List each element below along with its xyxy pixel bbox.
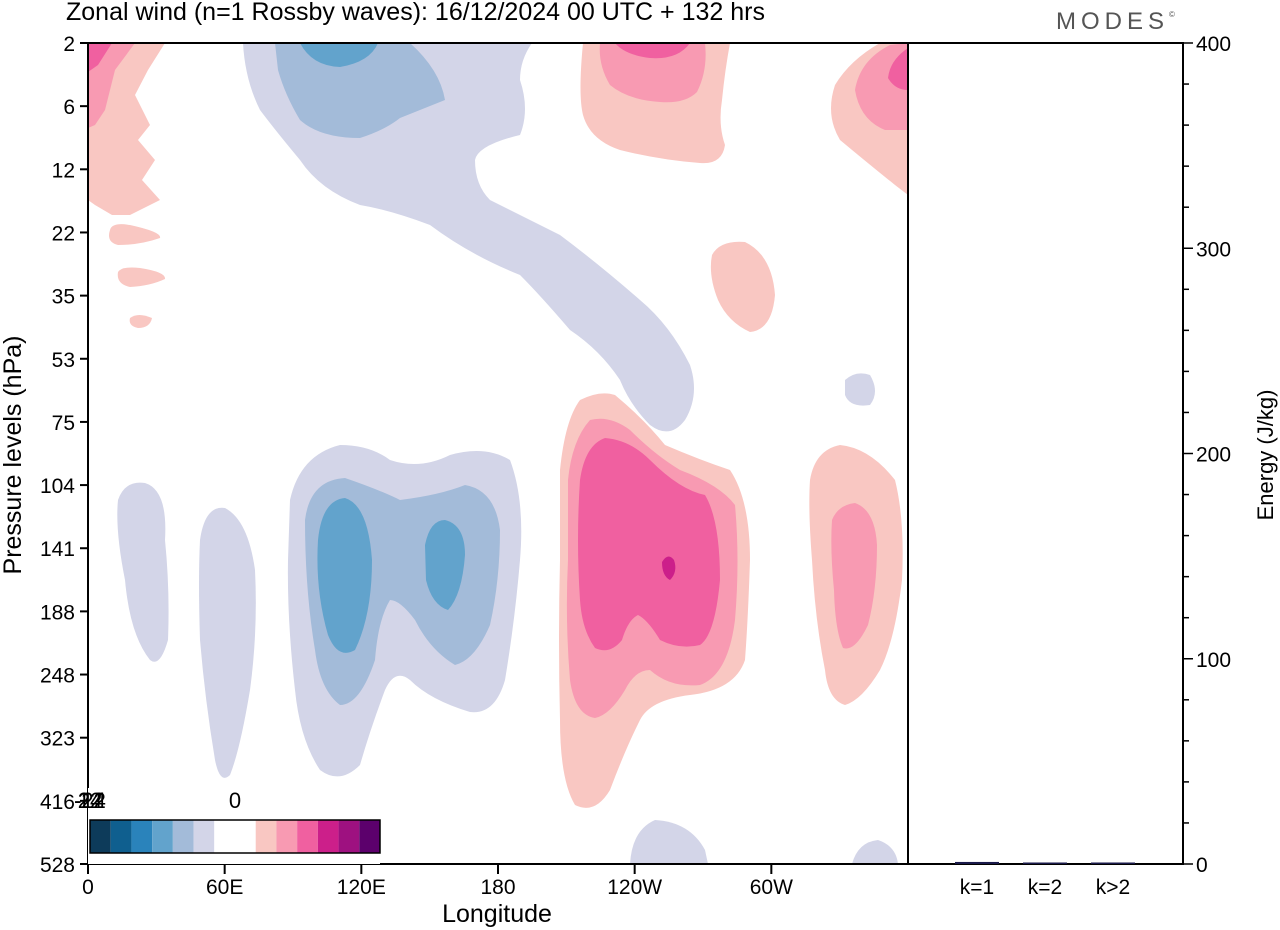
colorbar-swatch	[214, 820, 235, 853]
contour-neg-bottom-2	[852, 840, 898, 864]
colorbar-swatch	[359, 820, 380, 853]
pressure-tick-label: 188	[40, 601, 75, 624]
pressure-tick-label: 2	[63, 33, 75, 56]
colorbar-label: 24	[78, 788, 102, 813]
colorbar-swatch	[255, 820, 277, 853]
pressure-axis: 2 6 12 22 35 53 75 104 141 188 248 323 416 528	[40, 33, 88, 877]
contour-pos-upper-120w-2	[599, 43, 706, 103]
contour-neg-upper-2	[275, 43, 445, 138]
longitude-tick-label: 60W	[750, 876, 793, 899]
energy-plot-frame	[907, 42, 1184, 865]
colorbar-swatch	[110, 820, 132, 853]
energy-bars: k=1 k=2 k>2	[955, 861, 1135, 899]
contour-pos-upper-right-3	[888, 48, 908, 90]
energy-category-label: k=2	[1028, 876, 1062, 899]
energy-axis: 0 100 200 300 400	[1183, 33, 1231, 877]
colorbar-swatch	[172, 820, 194, 853]
contour-field	[88, 43, 908, 864]
contour-neg-small-blob	[845, 373, 875, 406]
energy-tick-label: 400	[1196, 33, 1231, 56]
pressure-tick-label: 22	[52, 222, 75, 245]
pressure-tick-label: 6	[63, 96, 75, 119]
modes-logo: MODES©	[1056, 8, 1175, 35]
colorbar-label: 12	[78, 788, 102, 813]
energy-category-label: k=1	[960, 876, 994, 899]
colorbar-label: 0	[229, 788, 241, 813]
longitude-tick-label: 60E	[206, 876, 243, 899]
pressure-tick-label: 528	[40, 854, 75, 877]
colorbar-swatch	[317, 820, 339, 853]
y-axis-label: Pressure levels (hPa)	[0, 336, 27, 575]
contour-neg-lower-2	[199, 507, 256, 778]
longitude-tick-label: 0	[82, 876, 94, 899]
contour-neg-lower-main-3a	[317, 498, 372, 653]
colorbar-swatch	[297, 820, 318, 853]
colorbar-swatch	[90, 820, 111, 853]
pressure-tick-label: 75	[52, 412, 75, 435]
energy-axis-label: Energy (J/kg)	[1253, 390, 1278, 521]
energy-category-label: k>2	[1096, 876, 1130, 899]
energy-bar	[1091, 862, 1135, 864]
contour-pos-mid	[710, 241, 775, 332]
contour-pos-upper-left-3	[88, 43, 112, 72]
chart-title: Zonal wind (n=1 Rossby waves): 16/12/202…	[66, 0, 765, 26]
pressure-tick-label: 416	[40, 791, 75, 814]
contour-pos-upper-left-2	[88, 43, 135, 128]
energy-tick-label: 200	[1196, 444, 1231, 467]
energy-tick-label: 0	[1196, 854, 1208, 877]
contour-neg-lower-main-3b	[425, 520, 465, 610]
longitude-axis: 0 60E 120E 180 120W 60W	[82, 864, 793, 899]
pressure-tick-label: 12	[52, 159, 75, 182]
pressure-tick-label: 323	[40, 728, 75, 751]
colorbar-swatch	[235, 820, 256, 853]
colorbar-swatch	[152, 820, 173, 853]
colorbar-frame	[89, 819, 381, 854]
contour-pos-blob-30	[117, 267, 166, 287]
colorbar-label: -24	[74, 788, 106, 813]
pressure-tick-label: 248	[40, 665, 75, 688]
colorbar-swatch	[131, 820, 153, 853]
contour-pos-lower-main-3	[578, 438, 720, 651]
longitude-tick-label: 180	[480, 876, 515, 899]
colorbar-label: -12	[74, 788, 106, 813]
colorbar-swatch	[276, 820, 298, 853]
contour-pos-lower-right-2	[831, 503, 877, 649]
contour-neg-upper-band	[243, 43, 694, 432]
pressure-tick-label: 104	[40, 475, 75, 498]
contour-neg-upper-3	[300, 43, 378, 67]
energy-bar	[955, 861, 999, 864]
pressure-tick-label: 141	[40, 538, 75, 561]
pressure-tick-label: 35	[52, 286, 75, 309]
contour-pos-upper-120w-3	[615, 43, 690, 59]
pressure-tick-label: 53	[52, 349, 75, 372]
contour-plot-frame	[87, 42, 909, 865]
longitude-tick-label: 120E	[337, 876, 386, 899]
energy-bar	[1023, 862, 1067, 864]
colorbar-swatch	[193, 820, 215, 853]
energy-tick-label: 300	[1196, 238, 1231, 261]
x-axis-label: Longitude	[442, 900, 552, 928]
energy-tick-label: 100	[1196, 649, 1231, 672]
contour-neg-lower-1	[117, 482, 169, 662]
longitude-tick-label: 120W	[607, 876, 662, 899]
contour-pos-blob-22	[109, 224, 161, 245]
contour-neg-bottom-1	[630, 820, 708, 864]
contour-pos-blob-40	[129, 315, 152, 328]
colorbar-swatch	[338, 820, 360, 853]
contour-pos-lower-main-4	[662, 556, 676, 580]
